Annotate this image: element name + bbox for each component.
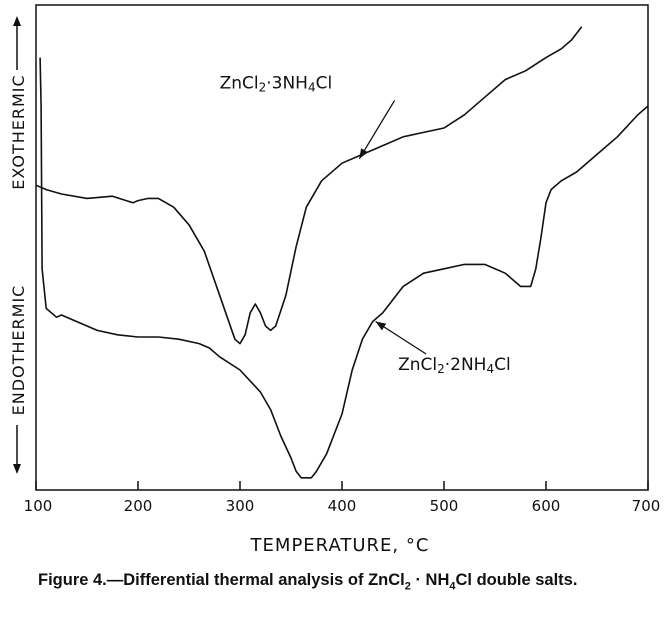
series-label-1: ZnCl2·3NH4Cl [220, 73, 333, 94]
caption-mid: · NH [410, 571, 450, 589]
x-tick-label: 300 [226, 497, 255, 515]
annotation-group: ZnCl2·3NH4Cl ZnCl2·2NH4Cl [220, 73, 511, 376]
y-axis-label-bottom-group: ENDOTHERMIC [9, 285, 28, 474]
caption-sub-2: 4 [449, 580, 456, 593]
y-axis-label-bottom: ENDOTHERMIC [9, 285, 28, 416]
dta-chart: 100 200 300 400 500 600 700 ZnCl2·3NH4ClZnCl2·… [9, 4, 661, 556]
y-axis-label-top: EXOTHERMIC [9, 74, 28, 189]
arrow-up-icon [13, 16, 21, 70]
x-axis-ticks: 100 200 300 400 500 600 700 [24, 481, 661, 515]
x-tick-label: 200 [124, 497, 153, 515]
annotation-arrow-line [375, 321, 427, 355]
caption-sub-1: 2 [404, 580, 411, 593]
series-line-2 [39, 57, 649, 479]
figure-caption: Figure 4.—Differential thermal analysis … [38, 570, 658, 597]
arrow-head-icon [359, 148, 368, 159]
plot-frame [35, 4, 649, 491]
arrow-head-icon [375, 321, 387, 331]
y-axis-label-top-group: EXOTHERMIC [9, 16, 28, 190]
x-tick-label: 700 [632, 497, 661, 515]
caption-suffix: Cl double salts. [455, 571, 578, 589]
x-tick-label: 400 [328, 497, 357, 515]
series-label-2: ZnCl2·2NH4Cl [398, 355, 511, 376]
series-group [35, 26, 649, 479]
x-tick-label: 100 [24, 497, 53, 515]
x-tick-label: 500 [430, 497, 459, 515]
x-tick-label: 600 [532, 497, 561, 515]
x-axis-label: TEMPERATURE, °C [250, 535, 430, 556]
arrow-down-icon [13, 425, 21, 474]
annotation-arrow-line [358, 100, 396, 160]
caption-prefix: Figure 4.—Differential thermal analysis … [38, 571, 405, 589]
series-line-1 [35, 26, 583, 345]
